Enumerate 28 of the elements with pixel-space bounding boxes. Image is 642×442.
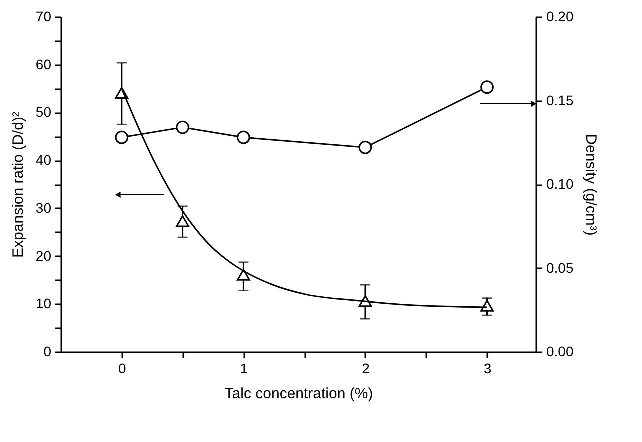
y2-tick-label: 0.05 [546,260,574,276]
y2-tick-label: 0.10 [546,176,574,192]
point [176,215,190,228]
y-tick-label: 60 [36,56,52,72]
y-tick-label: 0 [44,344,52,360]
y2-tick-label: 0.15 [546,92,574,108]
y-tick-label: 10 [36,296,52,312]
x-tick-label: 2 [362,360,370,376]
x-tick-label: 0 [118,360,126,376]
y-tick-label: 70 [36,8,52,24]
y-axis-title: Expansion ratio (D/d)² [10,112,27,258]
point [480,300,494,312]
point [176,120,190,134]
point [115,130,129,144]
point [480,80,494,94]
y2-tick-label: 0.00 [546,344,574,360]
y2-tick-label: 0.20 [546,8,574,24]
x-tick-label: 3 [484,360,492,376]
y-tick-label: 20 [36,248,52,264]
y-tick-label: 40 [36,152,52,168]
point [358,140,372,154]
x-axis-title: Talc concentration (%) [224,386,374,402]
x-tick-label: 1 [240,360,248,376]
y-tick-label: 50 [36,104,52,120]
y2-axis-title: Density (g/cm³) [582,134,600,236]
y-tick-label: 30 [36,200,52,216]
point [237,130,250,144]
point [237,269,250,281]
